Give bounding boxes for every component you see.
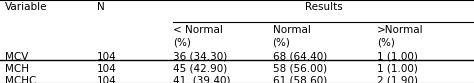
Text: 104: 104 <box>97 52 117 62</box>
Text: < Normal
(%): < Normal (%) <box>173 25 223 47</box>
Text: >Normal
(%): >Normal (%) <box>377 25 423 47</box>
Text: MCH: MCH <box>5 64 29 74</box>
Text: Variable: Variable <box>5 2 47 12</box>
Text: 2 (1.90): 2 (1.90) <box>377 76 418 83</box>
Text: MCV: MCV <box>5 52 28 62</box>
Text: 104: 104 <box>97 64 117 74</box>
Text: 1 (1.00): 1 (1.00) <box>377 64 418 74</box>
Text: MCHC: MCHC <box>5 76 36 83</box>
Text: 58 (56.00): 58 (56.00) <box>273 64 327 74</box>
Text: 61 (58.60): 61 (58.60) <box>273 76 327 83</box>
Text: 104: 104 <box>97 76 117 83</box>
Text: Normal
(%): Normal (%) <box>273 25 310 47</box>
Text: 1 (1.00): 1 (1.00) <box>377 52 418 62</box>
Text: 45 (42.90): 45 (42.90) <box>173 64 227 74</box>
Text: 41  (39.40): 41 (39.40) <box>173 76 230 83</box>
Text: N: N <box>97 2 105 12</box>
Text: 36 (34.30): 36 (34.30) <box>173 52 227 62</box>
Text: 68 (64.40): 68 (64.40) <box>273 52 327 62</box>
Text: Results: Results <box>305 2 342 12</box>
